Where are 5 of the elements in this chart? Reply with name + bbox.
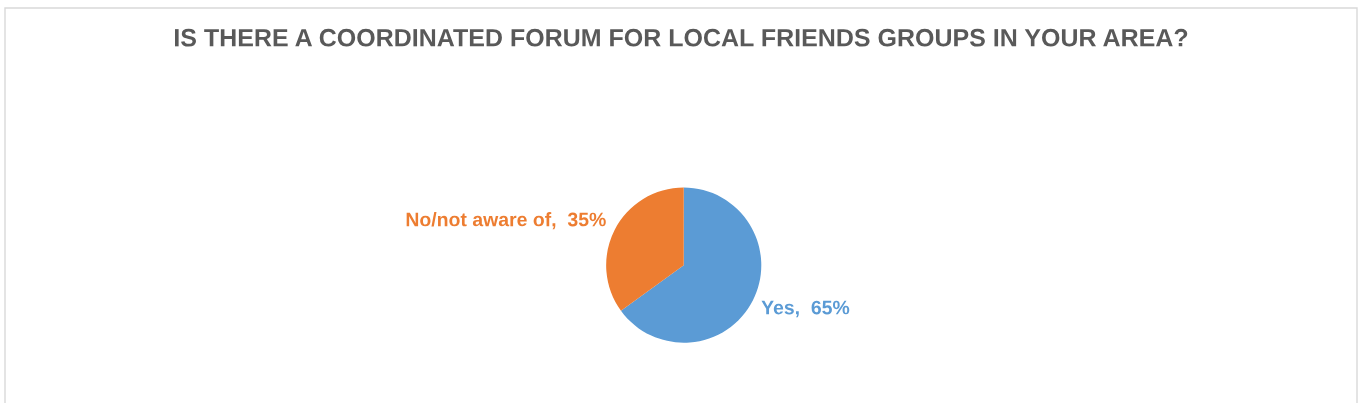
slice-label: Yes, 65% [761,300,850,318]
pie-slice [620,187,762,343]
pie-slice [606,187,684,311]
chart-title: IS THERE A COORDINATED FORUM FOR LOCAL FRIENDS GROUPS IN YOUR AREA? [175,28,1188,47]
slice-label: No/not aware of, 35% [406,212,606,230]
